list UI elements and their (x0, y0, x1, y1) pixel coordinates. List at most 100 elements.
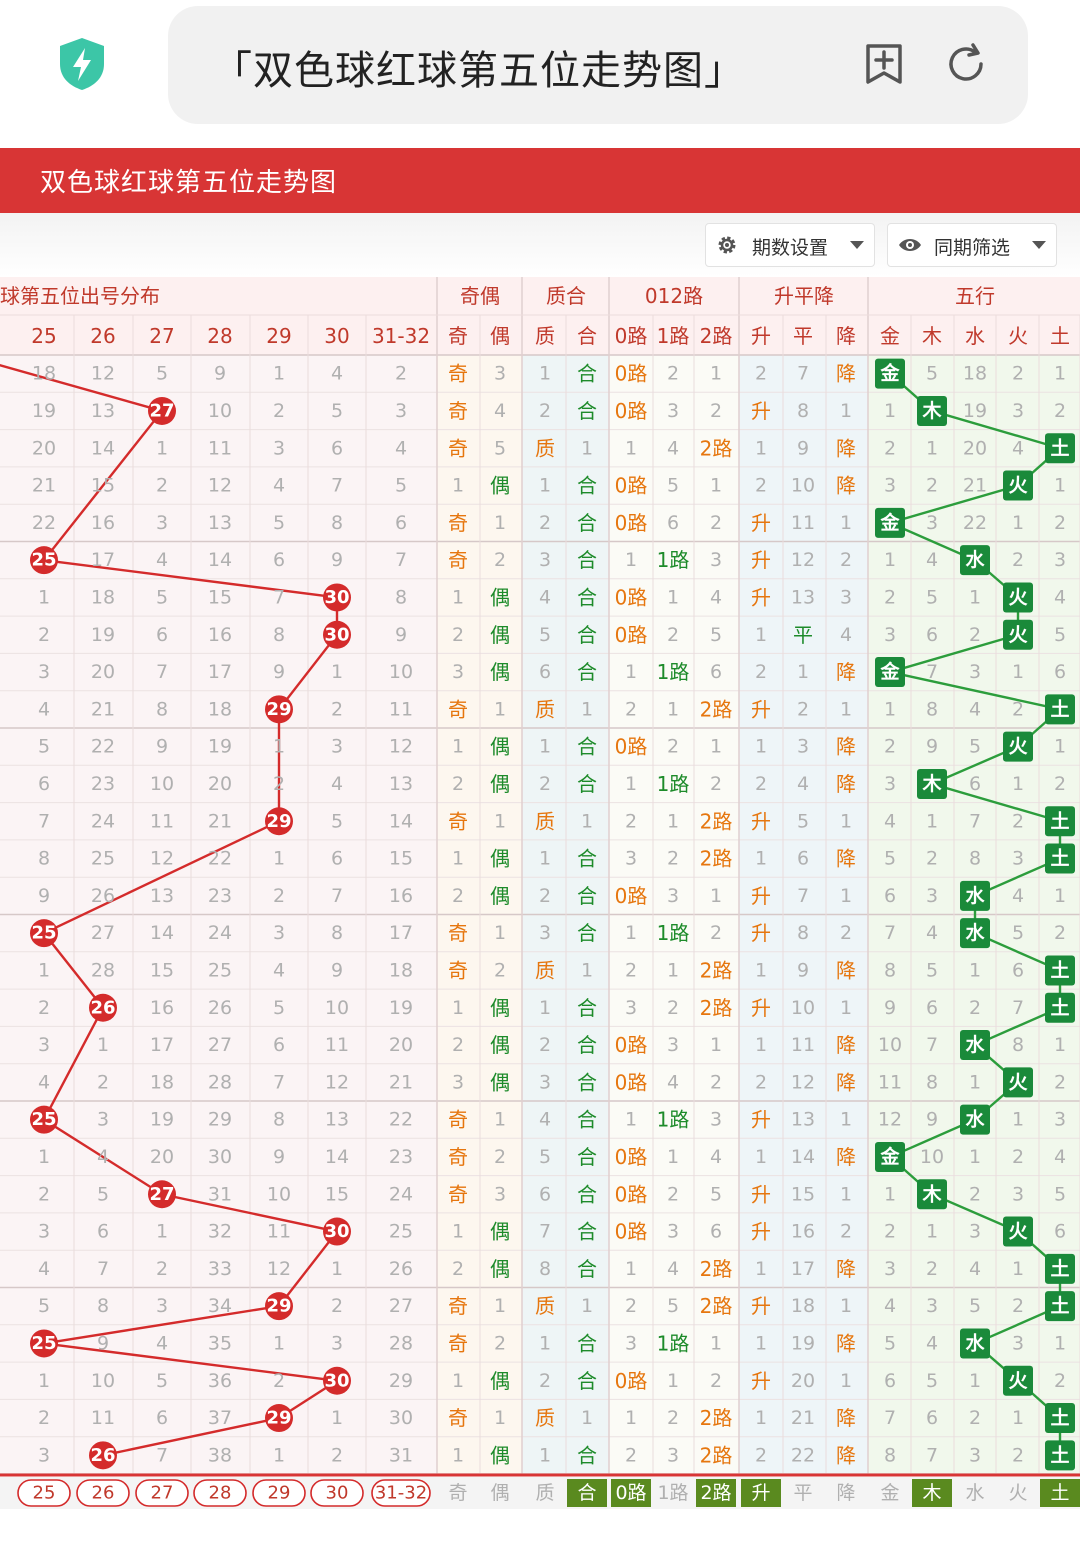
hit-ball-number: 26 (90, 997, 115, 1018)
filter-ball[interactable] (17, 1479, 71, 1507)
miss-count: 1 (581, 959, 593, 981)
miss-count: 3 (667, 1034, 679, 1056)
miss-count: 1 (710, 1332, 722, 1354)
shield-bolt-icon[interactable] (56, 36, 108, 92)
miss-count: 13 (208, 512, 232, 534)
miss-count: 6 (1012, 959, 1024, 981)
stat-hit: 偶 (490, 1033, 510, 1057)
miss-count: 10 (878, 1034, 902, 1056)
stat-hit: 合 (577, 362, 597, 386)
element-badge (1003, 1216, 1033, 1247)
miss-count: 2 (926, 1258, 938, 1280)
miss-count: 10 (389, 661, 413, 683)
element-badge-text: 火 (1008, 1071, 1028, 1093)
filter-chip-selected[interactable] (567, 1479, 607, 1507)
same-period-filter-button[interactable]: 同期筛选 (887, 223, 1057, 267)
miss-count: 2 (884, 437, 896, 459)
miss-count: 13 (325, 1109, 349, 1131)
stat-hit: 奇 (448, 399, 468, 423)
hit-ball (89, 1441, 117, 1470)
miss-count: 8 (273, 1109, 285, 1131)
miss-count: 6 (667, 512, 679, 534)
miss-count: 4 (710, 1146, 722, 1168)
filter-ball[interactable] (135, 1479, 189, 1507)
miss-count: 5 (884, 1332, 896, 1354)
group-header: 奇偶 (460, 284, 500, 308)
element-badge (1045, 955, 1075, 986)
stat-hit: 降 (836, 474, 856, 498)
stat-hit: 偶 (490, 735, 510, 759)
header-background (0, 277, 1080, 355)
filter-chip-selected[interactable] (696, 1479, 736, 1507)
miss-count: 10 (920, 1146, 944, 1168)
filter-chip-selected[interactable] (912, 1479, 952, 1507)
filter-ball[interactable] (371, 1479, 431, 1507)
stat-hit: 偶 (490, 847, 510, 871)
stat-hit: 合 (577, 1257, 597, 1281)
miss-count: 3 (969, 1221, 981, 1243)
miss-count: 1 (539, 475, 551, 497)
miss-count: 33 (208, 1258, 232, 1280)
stat-header: 合 (577, 324, 597, 348)
reload-icon[interactable] (944, 42, 988, 86)
filter-ball[interactable] (76, 1479, 130, 1507)
miss-count: 7 (395, 549, 407, 571)
filter-ball[interactable] (193, 1479, 247, 1507)
address-bar-text[interactable]: 「双色球红球第五位走势图」 (212, 48, 745, 94)
hit-ball-number: 30 (324, 624, 349, 645)
filter-ball[interactable] (252, 1479, 306, 1507)
miss-count: 4 (926, 1332, 938, 1354)
miss-count: 9 (97, 1332, 109, 1354)
miss-count: 18 (150, 1071, 174, 1093)
stat-hit: 0路 (615, 362, 648, 386)
stat-hit: 质 (535, 1294, 555, 1318)
miss-count: 4 (884, 1295, 896, 1317)
miss-count: 1 (969, 586, 981, 608)
miss-count: 6 (331, 848, 343, 870)
miss-count: 4 (840, 624, 852, 646)
element-badge (875, 507, 905, 538)
filter-chip-label: 平 (793, 1482, 812, 1504)
element-badge-text: 土 (1050, 848, 1069, 870)
group-header: 质合 (546, 284, 586, 308)
element-badge-text: 金 (879, 1145, 900, 1168)
miss-count: 9 (273, 661, 285, 683)
element-badge-text: 土 (1050, 1444, 1069, 1466)
stat-hit: 合 (577, 1220, 597, 1244)
stat-hit: 奇 (448, 362, 468, 386)
miss-count: 3 (38, 1221, 50, 1243)
same-period-filter-label: 同期筛选 (934, 237, 1011, 259)
stat-hit: 0路 (615, 884, 648, 908)
miss-count: 14 (150, 922, 174, 944)
bookmark-plus-icon[interactable] (862, 42, 906, 86)
element-badge-text: 火 (1008, 586, 1028, 608)
element-badge-text: 木 (921, 772, 942, 795)
hit-ball (265, 1404, 293, 1433)
miss-count: 7 (273, 586, 285, 608)
miss-count: 2 (1012, 810, 1024, 832)
filter-ball[interactable] (310, 1479, 364, 1507)
stat-hit: 偶 (490, 772, 510, 796)
miss-count: 3 (331, 736, 343, 758)
miss-count: 5 (926, 586, 938, 608)
miss-count: 16 (91, 512, 115, 534)
miss-count: 1 (755, 437, 767, 459)
miss-count: 2 (1012, 1146, 1024, 1168)
stat-hit: 降 (836, 1443, 856, 1467)
miss-count: 1 (1054, 1332, 1066, 1354)
stat-hit: 0路 (615, 735, 648, 759)
miss-count: 9 (926, 1109, 938, 1131)
miss-count: 5 (331, 400, 343, 422)
filter-chip-selected[interactable] (1040, 1479, 1080, 1507)
filter-chip-selected[interactable] (611, 1479, 651, 1507)
miss-count: 6 (539, 661, 551, 683)
filter-chip-selected[interactable] (741, 1479, 781, 1507)
element-badge-text: 土 (1050, 997, 1069, 1019)
miss-count: 2 (273, 400, 285, 422)
miss-count: 11 (208, 437, 232, 459)
period-settings-button[interactable]: 期数设置 (705, 223, 875, 267)
filter-chip-label: 金 (880, 1482, 899, 1504)
stat-hit: 合 (577, 996, 597, 1020)
miss-count: 8 (797, 400, 809, 422)
stat-hit: 合 (577, 1443, 597, 1467)
